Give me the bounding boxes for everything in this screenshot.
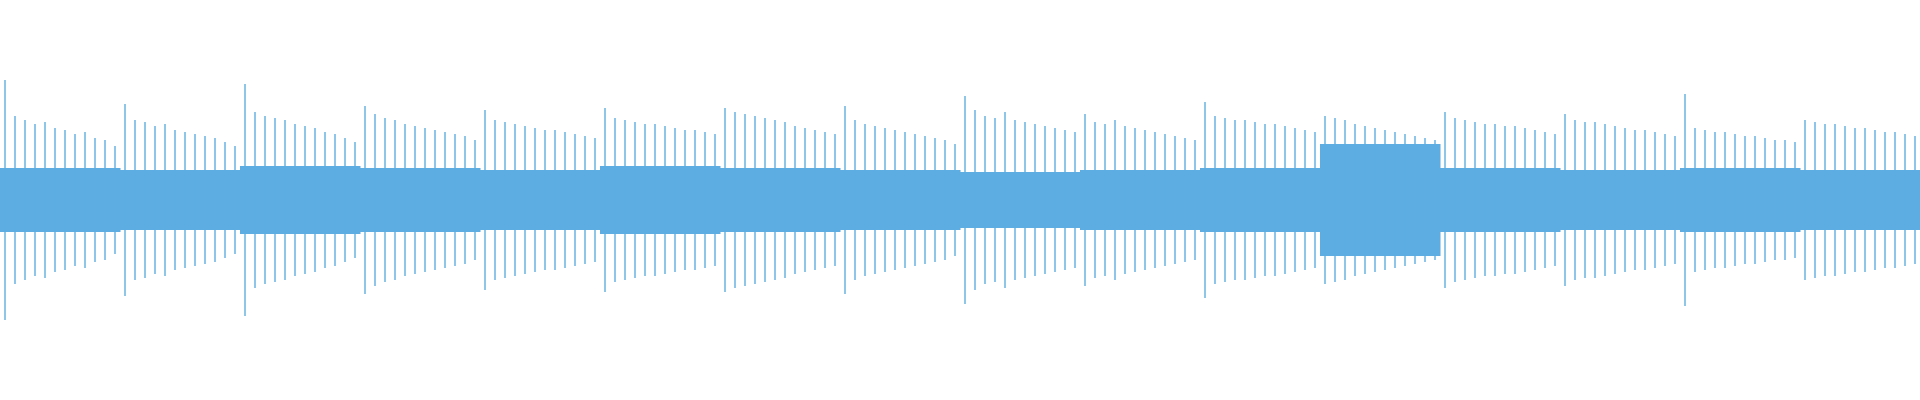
core-band: [720, 168, 841, 232]
core-band: [1200, 168, 1321, 232]
core-band: [120, 170, 241, 230]
core-band: [1320, 144, 1441, 256]
core-band: [840, 170, 961, 230]
core-band: [1680, 168, 1801, 232]
core-band: [1800, 170, 1920, 230]
core-band: [480, 170, 601, 230]
core-band: [1560, 170, 1681, 230]
core-band: [1440, 168, 1561, 232]
core-band: [960, 172, 1081, 228]
core-band: [360, 168, 481, 232]
core-band: [0, 168, 121, 232]
core-band: [600, 166, 721, 234]
core-band: [240, 166, 361, 234]
core-band: [1080, 170, 1201, 230]
